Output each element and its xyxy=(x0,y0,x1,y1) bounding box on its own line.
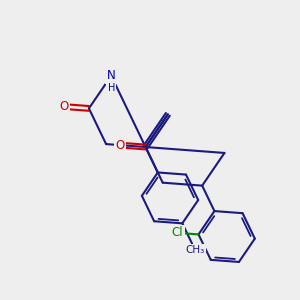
Text: CH₃: CH₃ xyxy=(186,245,205,255)
Text: Cl: Cl xyxy=(172,226,183,239)
Text: O: O xyxy=(116,139,125,152)
Text: H: H xyxy=(107,83,115,93)
Text: O: O xyxy=(59,100,68,113)
Text: N: N xyxy=(107,69,116,82)
